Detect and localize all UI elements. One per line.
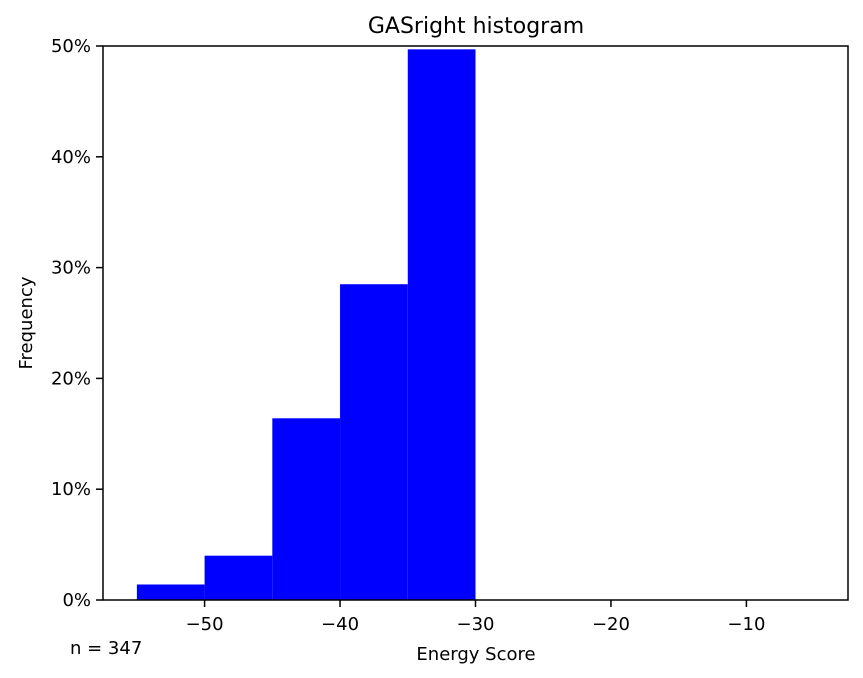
- y-tick-label: 0%: [62, 590, 91, 611]
- x-tick-label: −40: [321, 614, 359, 635]
- chart-title: GASright histogram: [368, 14, 584, 39]
- x-tick-label: −10: [727, 614, 765, 635]
- y-axis-label: Frequency: [16, 276, 37, 369]
- y-tick-label: 30%: [51, 258, 91, 279]
- y-tick-label: 40%: [51, 147, 91, 168]
- histogram-bar: [340, 284, 408, 600]
- histogram-bar: [136, 584, 205, 600]
- y-tick-label: 10%: [51, 479, 91, 500]
- sample-size-annotation: n = 347: [70, 638, 143, 659]
- y-tick-label: 50%: [51, 36, 91, 57]
- x-axis-label: Energy Score: [416, 644, 535, 665]
- histogram-bar: [407, 49, 476, 601]
- histogram-bar: [204, 555, 273, 600]
- x-tick-label: −20: [592, 614, 630, 635]
- y-tick-label: 20%: [51, 368, 91, 389]
- x-tick-label: −50: [186, 614, 224, 635]
- x-tick-label: −30: [457, 614, 495, 635]
- histogram-bar: [272, 418, 341, 600]
